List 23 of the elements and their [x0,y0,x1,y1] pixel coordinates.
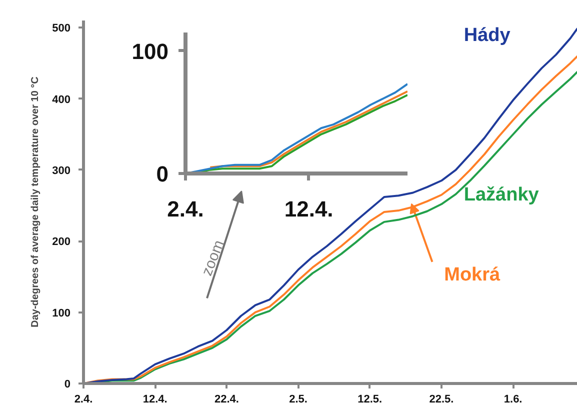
x-tick-label: 12.5. [358,394,382,406]
x-tick-label: 2.4. [74,394,93,406]
y-tick-label: 100 [132,38,169,64]
x-tick-label: 12.4. [284,196,334,222]
y-axis-title: Day-degrees of average daily temperature over 10 °C [30,76,42,328]
text: Hády [464,24,511,46]
y-tick-label: 0 [64,378,71,390]
x-tick-label: 22.5. [429,394,454,406]
x-tick-label: 2.5. [289,394,308,406]
line-series [209,90,408,168]
y-tick-label: 300 [52,164,71,177]
x-tick-label: 1.6. [504,394,522,406]
series-label: Lažánky [464,184,540,206]
y-tick-label: 100 [52,307,71,320]
x-tick-label: 12.4. [142,394,168,406]
x-tick-label: 2.4. [167,196,204,222]
annotation: zoom [198,238,228,278]
x-tick-label: 22.4. [214,394,239,406]
text: Mokrá [444,264,501,286]
y-tick-label: 500 [52,22,71,35]
y-tick-label: 0 [156,162,169,186]
y-tick-label: 200 [52,236,71,248]
y-tick-label: 400 [52,94,71,106]
